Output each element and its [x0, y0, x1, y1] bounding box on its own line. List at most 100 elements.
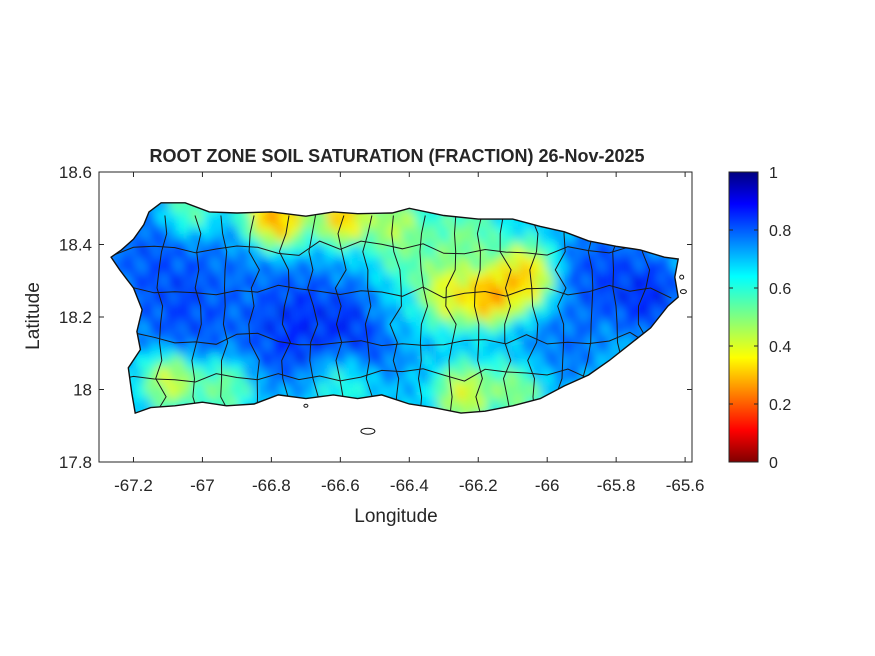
saturation-cell [250, 295, 259, 304]
saturation-cell [602, 331, 610, 340]
saturation-cell [119, 251, 128, 260]
saturation-cell [574, 331, 583, 340]
saturation-cell [361, 317, 369, 325]
saturation-cell [588, 251, 597, 260]
saturation-cell [264, 230, 272, 238]
saturation-cell [140, 222, 148, 231]
saturation-cell [443, 251, 452, 260]
saturation-cell [354, 222, 362, 231]
saturation-cell [312, 266, 321, 275]
saturation-cell [361, 295, 369, 304]
saturation-cell [457, 215, 466, 224]
saturation-cell [209, 382, 217, 391]
saturation-cell [354, 331, 362, 340]
saturation-cell [492, 259, 500, 267]
saturation-cell [161, 273, 169, 282]
saturation-cell [326, 353, 334, 362]
saturation-cell [147, 324, 155, 333]
saturation-cell [305, 266, 314, 275]
municipal-boundary [220, 215, 231, 414]
saturation-cell [505, 222, 514, 231]
saturation-cell [443, 382, 452, 391]
saturation-cell [326, 382, 334, 391]
saturation-cell [154, 309, 162, 318]
saturation-cell [223, 230, 231, 238]
saturation-cell [195, 367, 203, 376]
saturation-cell [395, 375, 403, 383]
saturation-cell [285, 367, 293, 376]
saturation-cell [168, 208, 176, 217]
saturation-cell [161, 230, 169, 238]
saturation-cell [174, 346, 183, 354]
saturation-cell [554, 317, 562, 325]
saturation-cell [485, 309, 493, 318]
saturation-cell [540, 259, 548, 267]
saturation-cell [492, 367, 500, 376]
saturation-cell [374, 222, 383, 231]
saturation-cell [485, 382, 493, 391]
saturation-cell [181, 266, 190, 275]
saturation-cell [140, 295, 148, 304]
saturation-cell [547, 244, 555, 253]
saturation-cell [147, 317, 155, 325]
saturation-cell [181, 237, 190, 246]
saturation-cell [367, 215, 376, 224]
saturation-cell [223, 353, 231, 362]
saturation-cell [492, 244, 500, 253]
saturation-cell [574, 353, 583, 362]
saturation-cell [230, 382, 238, 391]
saturation-cell [216, 396, 224, 405]
saturation-cell [623, 251, 631, 260]
saturation-cell [609, 346, 617, 354]
saturation-cell [561, 317, 569, 325]
saturation-cell [195, 208, 203, 217]
saturation-cell [367, 353, 376, 362]
saturation-cell [278, 244, 286, 253]
saturation-cell [202, 215, 210, 224]
saturation-cell [388, 360, 397, 369]
saturation-cell [174, 208, 183, 217]
saturation-cell [326, 360, 334, 369]
saturation-cell [243, 273, 252, 282]
saturation-cell [188, 215, 197, 224]
saturation-cell [367, 360, 376, 369]
saturation-cell [595, 280, 603, 289]
saturation-cell [492, 273, 500, 282]
saturation-cell [230, 259, 238, 267]
saturation-cell [554, 244, 562, 253]
saturation-cell [333, 273, 341, 282]
saturation-cell [623, 302, 631, 311]
saturation-cell [147, 251, 155, 260]
saturation-cell [526, 251, 534, 260]
saturation-cell [202, 367, 210, 376]
saturation-cell [361, 215, 369, 224]
saturation-cell [299, 389, 307, 398]
saturation-cell [443, 324, 452, 333]
saturation-cell [209, 338, 217, 347]
saturation-cell [430, 288, 438, 296]
saturation-cell [430, 273, 438, 282]
saturation-cell [636, 251, 645, 260]
saturation-cell [367, 382, 376, 391]
saturation-cell [492, 389, 500, 398]
saturation-cell [292, 215, 300, 224]
saturation-cell [202, 237, 210, 246]
saturation-cell [271, 244, 279, 253]
saturation-cell [574, 251, 583, 260]
saturation-cell [498, 266, 507, 275]
saturation-cell [512, 302, 521, 311]
saturation-cell [250, 273, 259, 282]
saturation-cell [216, 215, 224, 224]
saturation-cell [395, 208, 403, 217]
saturation-cell [561, 367, 569, 376]
saturation-cell [319, 382, 328, 391]
saturation-cell [243, 295, 252, 304]
saturation-cell [209, 317, 217, 325]
saturation-cell [464, 251, 472, 260]
saturation-cell [202, 389, 210, 398]
saturation-cell [609, 317, 617, 325]
saturation-cell [174, 389, 183, 398]
saturation-cell [588, 324, 597, 333]
saturation-cell [326, 302, 334, 311]
saturation-cell [202, 396, 210, 405]
